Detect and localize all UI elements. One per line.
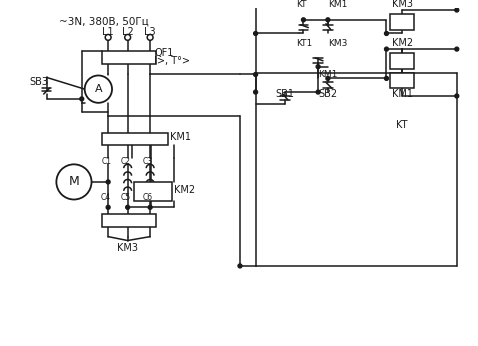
Circle shape — [125, 35, 130, 40]
Text: C2: C2 — [121, 157, 130, 166]
Circle shape — [316, 65, 320, 69]
Text: ~3N, 380B, 50Гц: ~3N, 380B, 50Гц — [59, 17, 149, 27]
Text: L3: L3 — [144, 27, 156, 37]
Circle shape — [326, 18, 330, 22]
Text: M: M — [68, 175, 79, 189]
Circle shape — [147, 35, 153, 40]
Text: C6: C6 — [143, 193, 153, 202]
Circle shape — [106, 206, 110, 209]
Circle shape — [254, 90, 258, 94]
Text: C3: C3 — [143, 157, 153, 166]
Circle shape — [238, 264, 242, 268]
Text: KM3: KM3 — [391, 0, 413, 9]
Bar — [391, 53, 414, 69]
Bar — [102, 214, 156, 227]
Text: KT: KT — [396, 120, 408, 130]
Circle shape — [384, 47, 389, 51]
Bar — [391, 73, 414, 88]
Text: QF1: QF1 — [154, 48, 174, 58]
Circle shape — [384, 31, 389, 35]
Text: SB2: SB2 — [318, 89, 337, 99]
Bar — [102, 51, 156, 64]
Text: C1: C1 — [101, 157, 111, 166]
Circle shape — [455, 8, 459, 12]
Text: SB1: SB1 — [275, 89, 294, 99]
Text: C5: C5 — [120, 193, 131, 202]
Text: KM3: KM3 — [117, 243, 138, 253]
Text: KM1: KM1 — [328, 0, 347, 9]
Circle shape — [455, 94, 459, 98]
Circle shape — [126, 206, 130, 209]
Bar — [391, 14, 414, 29]
Circle shape — [56, 164, 91, 200]
Text: L1: L1 — [102, 27, 114, 37]
Circle shape — [384, 76, 389, 80]
Text: KT: KT — [296, 0, 306, 9]
Text: KM2: KM2 — [391, 38, 413, 48]
Text: KM3: KM3 — [328, 39, 347, 48]
Circle shape — [105, 35, 111, 40]
Circle shape — [148, 206, 152, 209]
Text: L2: L2 — [122, 27, 133, 37]
Circle shape — [326, 76, 330, 80]
Circle shape — [455, 47, 459, 51]
Text: KM1: KM1 — [391, 89, 413, 99]
Text: KT1: KT1 — [296, 39, 312, 48]
Circle shape — [254, 31, 258, 35]
Text: A: A — [95, 84, 102, 94]
Text: SB3: SB3 — [29, 77, 48, 87]
Circle shape — [302, 18, 305, 22]
Circle shape — [80, 97, 84, 101]
Text: KM1: KM1 — [318, 70, 337, 79]
Text: I>, T°>: I>, T°> — [154, 56, 190, 66]
Circle shape — [106, 180, 110, 184]
Bar — [102, 133, 168, 145]
Circle shape — [316, 90, 320, 94]
Circle shape — [85, 75, 112, 103]
Text: C4: C4 — [101, 193, 111, 202]
Circle shape — [254, 73, 258, 76]
Bar — [133, 182, 172, 201]
Text: KM2: KM2 — [174, 185, 195, 195]
Text: KM1: KM1 — [170, 132, 191, 142]
